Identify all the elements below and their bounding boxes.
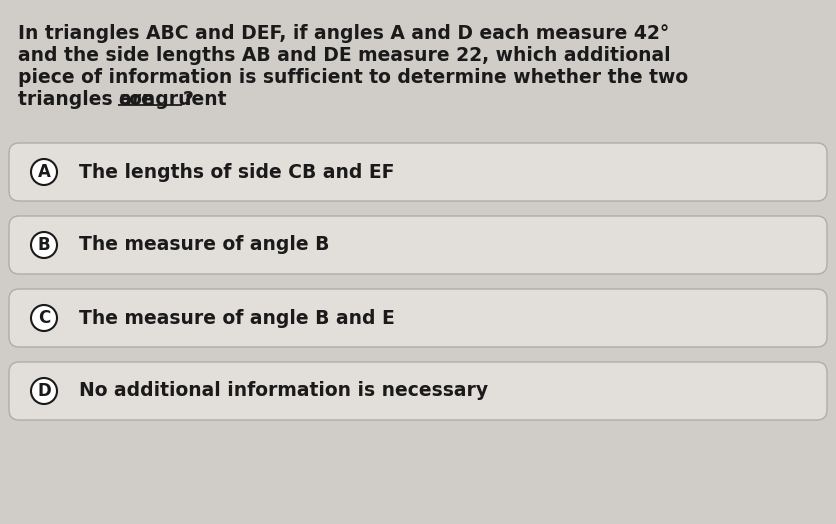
- Text: and the side lengths AB and DE measure 22, which additional: and the side lengths AB and DE measure 2…: [18, 46, 670, 65]
- Text: piece of information is sufficient to determine whether the two: piece of information is sufficient to de…: [18, 68, 688, 87]
- Circle shape: [31, 378, 57, 404]
- Text: C: C: [38, 309, 50, 327]
- Text: In triangles ABC and DEF, if angles A and D each measure 42°: In triangles ABC and DEF, if angles A an…: [18, 24, 670, 43]
- Circle shape: [31, 232, 57, 258]
- FancyBboxPatch shape: [9, 362, 827, 420]
- Text: A: A: [38, 163, 50, 181]
- Text: D: D: [37, 382, 51, 400]
- Text: ?: ?: [182, 90, 193, 109]
- Text: congruent: congruent: [118, 90, 227, 109]
- Text: The lengths of side CB and EF: The lengths of side CB and EF: [79, 162, 395, 181]
- Text: The measure of angle B: The measure of angle B: [79, 235, 329, 255]
- FancyBboxPatch shape: [9, 143, 827, 201]
- Circle shape: [31, 159, 57, 185]
- Text: triangles are: triangles are: [18, 90, 161, 109]
- Text: B: B: [38, 236, 50, 254]
- Text: No additional information is necessary: No additional information is necessary: [79, 381, 488, 400]
- FancyBboxPatch shape: [9, 289, 827, 347]
- Circle shape: [31, 305, 57, 331]
- Text: The measure of angle B and E: The measure of angle B and E: [79, 309, 395, 328]
- FancyBboxPatch shape: [9, 216, 827, 274]
